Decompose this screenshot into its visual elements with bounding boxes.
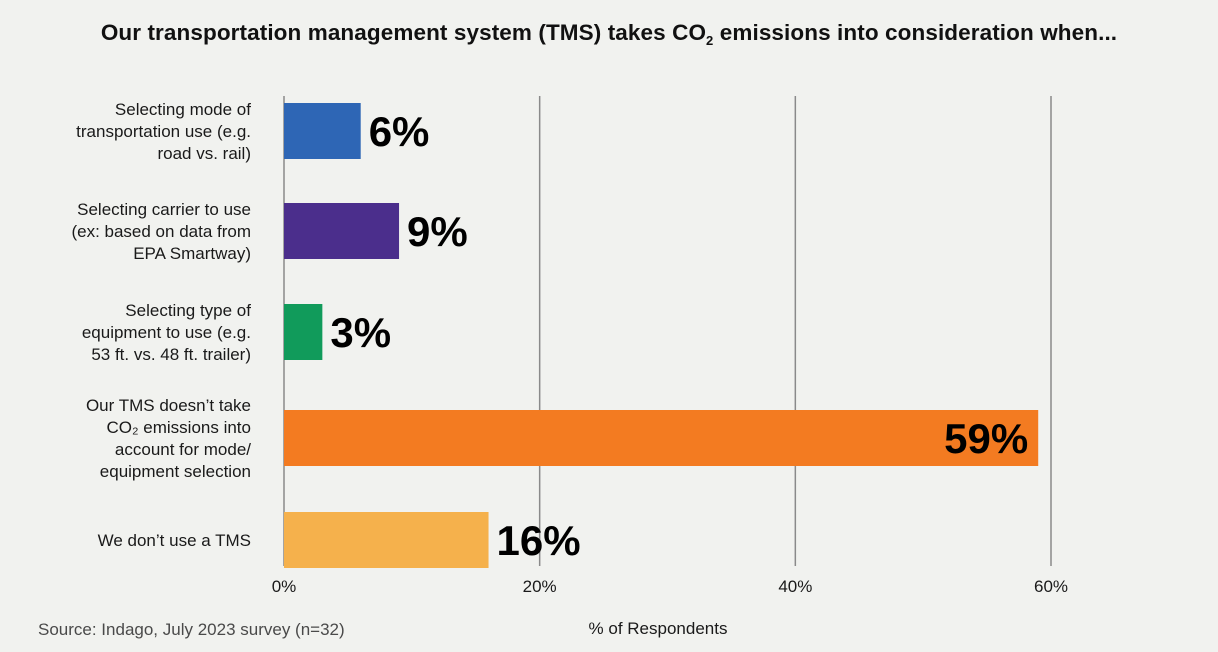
x-tick-label-0: 0% xyxy=(272,577,297,596)
category-label-2: Selecting type of equipment to use (e.g. 5… xyxy=(82,301,251,364)
data-label-1: 9% xyxy=(407,208,468,255)
data-label-3: 59% xyxy=(944,415,1028,462)
data-label-2: 3% xyxy=(330,309,391,356)
x-axis-label: % of Respondents xyxy=(588,619,728,638)
data-label-4: 16% xyxy=(497,517,581,564)
category-label-0: Selecting mode of transportation use (e.g… xyxy=(76,100,251,163)
x-tick-label-2: 40% xyxy=(778,577,812,596)
bar-4 xyxy=(284,512,489,568)
x-tick-label-3: 60% xyxy=(1034,577,1068,596)
data-label-0: 6% xyxy=(369,108,430,155)
bar-1 xyxy=(284,203,400,259)
x-tick-label-1: 20% xyxy=(523,577,557,596)
bar-2 xyxy=(284,304,323,360)
category-label-1: Selecting carrier to use (ex: based on da… xyxy=(71,200,251,263)
category-label-4: We don’t use a TMS xyxy=(98,531,251,550)
chart-title: Our transportation management system (TM… xyxy=(100,20,1118,48)
bar-3 xyxy=(284,410,1039,466)
bar-0 xyxy=(284,103,361,159)
source-note: Source: Indago, July 2023 survey (n=32) xyxy=(38,620,345,639)
category-label-3: Our TMS doesn’t take CO₂ emissions into ac… xyxy=(86,396,251,481)
